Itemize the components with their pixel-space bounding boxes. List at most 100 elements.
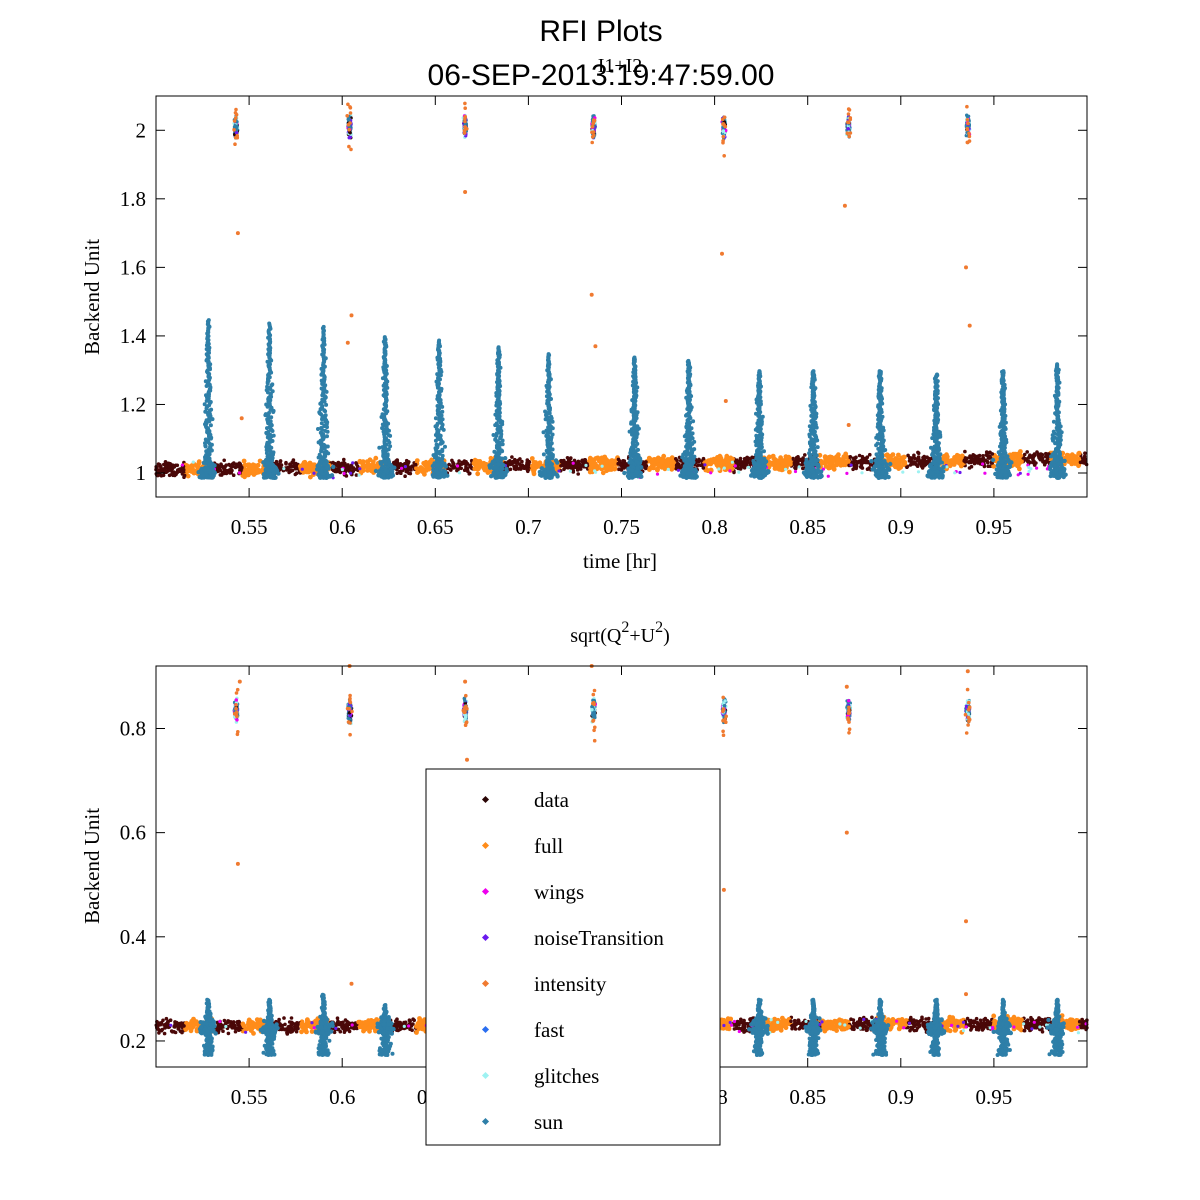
full-point [657, 462, 663, 468]
full-point [651, 460, 656, 465]
data-point [182, 473, 187, 478]
data-point [851, 467, 855, 472]
full-point [471, 460, 477, 466]
sun-point [548, 463, 554, 469]
sun-point [749, 473, 754, 478]
data-point [801, 466, 805, 471]
data-point [164, 470, 169, 475]
wings-point [733, 464, 737, 468]
panel-top-frame [155, 95, 1088, 498]
full-point [944, 452, 949, 458]
sun-point [815, 445, 820, 450]
full-point [423, 468, 429, 473]
noise-transition-point [351, 461, 355, 465]
sun-point [546, 352, 551, 357]
data-point [576, 472, 580, 476]
sun-point [757, 369, 762, 374]
wings-point [455, 464, 460, 468]
data-point [448, 467, 453, 472]
sun-point [636, 447, 640, 452]
sun-point [206, 458, 211, 463]
data-point [346, 463, 350, 467]
sun-point [495, 457, 500, 462]
full-point [191, 470, 197, 476]
data-point [518, 463, 523, 468]
data-point [865, 467, 870, 472]
data-point [794, 461, 799, 466]
full-point [424, 463, 429, 469]
panel-top-scatter [154, 101, 1089, 480]
full-point [771, 460, 777, 466]
data-point [409, 465, 413, 470]
full-point [373, 455, 379, 461]
data-point [963, 460, 968, 464]
sun-point [208, 468, 214, 473]
glitches-point [722, 466, 726, 470]
data-point [232, 461, 236, 465]
full-point [786, 458, 791, 464]
wings-point [793, 469, 798, 474]
data-point [348, 466, 352, 470]
sun-point [443, 469, 448, 475]
sun-point [268, 461, 273, 467]
sun-point [758, 475, 763, 480]
wings-point [728, 469, 732, 473]
data-point [977, 453, 982, 458]
noise-transition-point [300, 467, 304, 471]
data-point [167, 473, 172, 478]
data-point [736, 461, 741, 466]
full-point [950, 458, 956, 464]
wings-point [400, 466, 404, 470]
sun-point [324, 470, 329, 475]
noise-transition-point [403, 465, 407, 469]
noise-transition-point [676, 468, 681, 472]
sun-point [377, 445, 382, 450]
data-point [158, 464, 163, 468]
full-point [360, 459, 366, 464]
data-point [413, 462, 418, 467]
data-point [990, 452, 995, 456]
data-point [975, 459, 980, 464]
full-point [365, 461, 371, 467]
sun-point [443, 444, 447, 449]
data-point [236, 465, 241, 469]
data-point [168, 462, 173, 466]
data-point [181, 467, 186, 472]
sun-point [206, 475, 211, 480]
panel-top-intensity: I1+I2 0.55 0.6 0.65 0.7 0.75 0.8 0.85 0.9 0.9511… [80, 55, 1089, 573]
full-point [476, 466, 481, 471]
wings-point [180, 463, 185, 467]
data-point [450, 458, 454, 463]
data-point [868, 452, 872, 457]
noise-transition-point [349, 471, 353, 475]
data-point [468, 471, 472, 476]
glitches-point [797, 465, 801, 469]
noise-transition-point [849, 463, 853, 467]
data-point [858, 460, 862, 464]
noise-transition-point [1018, 471, 1022, 475]
glitches-point [600, 464, 604, 468]
data-point [583, 458, 587, 462]
sun-point [807, 471, 812, 477]
sun-point [317, 452, 322, 457]
sun-point [498, 467, 504, 472]
sun-point [630, 468, 635, 473]
full-point [590, 459, 596, 464]
sun-point [380, 412, 385, 417]
data-point [395, 471, 400, 476]
glitches-point [191, 460, 195, 464]
data-point [162, 462, 166, 467]
data-point [1045, 457, 1050, 461]
data-point [344, 474, 349, 478]
glitches-point [737, 470, 741, 474]
sun-point [383, 467, 388, 472]
data-point [404, 469, 409, 474]
full-point [901, 454, 907, 460]
data-point [981, 454, 985, 458]
full-point [957, 460, 962, 466]
full-point [708, 457, 714, 463]
sun-point [493, 473, 498, 479]
sun-point [504, 466, 509, 472]
wings-point [1026, 472, 1030, 476]
sun-point [815, 462, 820, 467]
